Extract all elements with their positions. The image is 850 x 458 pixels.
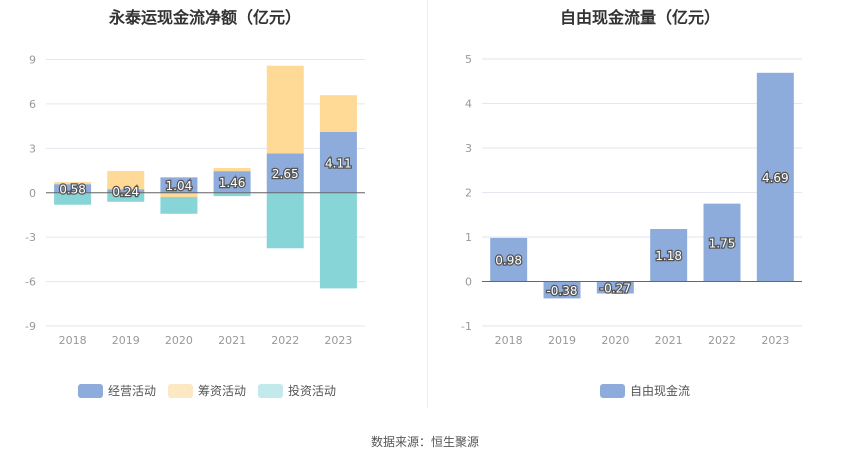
x-tick-label: 2022 [708, 334, 736, 347]
bar-筹资活动 [319, 95, 357, 132]
bar-筹资活动 [160, 192, 198, 198]
bar-筹资活动 [54, 182, 92, 185]
bar-自由现金流 [650, 228, 688, 282]
x-tick-label: 2022 [271, 334, 299, 347]
bar-自由现金流 [543, 281, 581, 299]
divider [427, 0, 428, 408]
y-tick-label: 4 [465, 98, 472, 111]
data-label: 4.11 [325, 156, 352, 170]
legend-swatch [167, 383, 193, 398]
bar-经营活动 [266, 153, 304, 193]
left-legend: 经营活动 筹资活动 投资活动 [77, 382, 336, 399]
data-label: 4.69 [762, 171, 789, 185]
y-tick-label: 3 [465, 142, 472, 155]
data-source: 数据来源：恒生聚源 [370, 435, 480, 449]
y-tick-label: 6 [29, 98, 36, 111]
legend-label: 投资活动 [288, 384, 337, 398]
bar-经营活动 [213, 171, 251, 193]
bar-投资活动 [107, 192, 145, 202]
y-tick-label: 3 [29, 142, 36, 155]
y-tick-label: 2 [465, 187, 472, 200]
bar-投资活动 [319, 192, 357, 289]
data-label: 1.46 [219, 176, 246, 190]
x-tick-label: 2023 [324, 334, 352, 347]
data-label: -0.27 [600, 282, 631, 296]
bar-投资活动 [54, 192, 92, 205]
bar-经营活动 [319, 131, 357, 193]
bar-自由现金流 [703, 203, 741, 282]
y-tick-label: 0 [29, 187, 36, 200]
legend-item-financing[interactable]: 筹资活动 [167, 382, 247, 399]
bar-自由现金流 [490, 237, 528, 282]
x-tick-label: 2020 [601, 334, 629, 347]
x-tick-label: 2021 [655, 334, 683, 347]
legend-swatch [77, 383, 103, 398]
y-tick-label: 0 [465, 276, 472, 289]
bar-投资活动 [266, 192, 304, 249]
legend-label: 自由现金流 [629, 384, 691, 398]
bar-自由现金流 [596, 281, 634, 294]
bar-筹资活动 [107, 170, 145, 190]
bar-筹资活动 [213, 168, 251, 172]
data-label: -0.38 [546, 284, 577, 298]
data-label: 1.04 [166, 179, 193, 193]
right-chart-title: 自由现金流量（亿元） [559, 8, 721, 27]
bar-经营活动 [107, 189, 145, 193]
legend-item-operating[interactable]: 经营活动 [77, 382, 156, 399]
bar-筹资活动 [266, 65, 304, 154]
data-label: 1.18 [655, 249, 682, 263]
data-label: 1.75 [709, 237, 736, 251]
bar-投资活动 [160, 197, 198, 214]
legend-swatch [258, 383, 284, 398]
y-tick-label: 1 [465, 231, 472, 244]
x-tick-label: 2019 [112, 334, 140, 347]
y-tick-label: -3 [25, 231, 36, 244]
legend-item-fcf[interactable]: 自由现金流 [599, 382, 691, 399]
data-label: 0.24 [112, 185, 139, 199]
x-tick-label: 2023 [761, 334, 789, 347]
y-tick-label: 9 [29, 54, 36, 67]
bar-经营活动 [54, 184, 92, 193]
x-tick-label: 2018 [59, 334, 87, 347]
left-chart-title: 永泰运现金流净额（亿元） [108, 8, 302, 27]
x-tick-label: 2020 [165, 334, 193, 347]
y-tick-label: -1 [461, 320, 472, 333]
legend-swatch [599, 383, 625, 398]
y-tick-label: -6 [25, 276, 36, 289]
data-label: 0.98 [495, 254, 522, 268]
bar-经营活动 [160, 177, 198, 193]
bar-投资活动 [213, 192, 251, 197]
x-tick-label: 2018 [495, 334, 523, 347]
legend-label: 经营活动 [107, 384, 156, 398]
x-tick-label: 2019 [548, 334, 576, 347]
bar-自由现金流 [756, 72, 794, 282]
data-label: 0.58 [59, 182, 86, 196]
x-tick-label: 2021 [218, 334, 246, 347]
legend-item-investing[interactable]: 投资活动 [258, 382, 336, 399]
data-label: 2.65 [272, 167, 299, 181]
y-tick-label: 5 [465, 53, 472, 66]
y-tick-label: -9 [25, 320, 36, 333]
legend-label: 筹资活动 [197, 384, 247, 398]
right-legend: 自由现金流 [599, 382, 691, 399]
